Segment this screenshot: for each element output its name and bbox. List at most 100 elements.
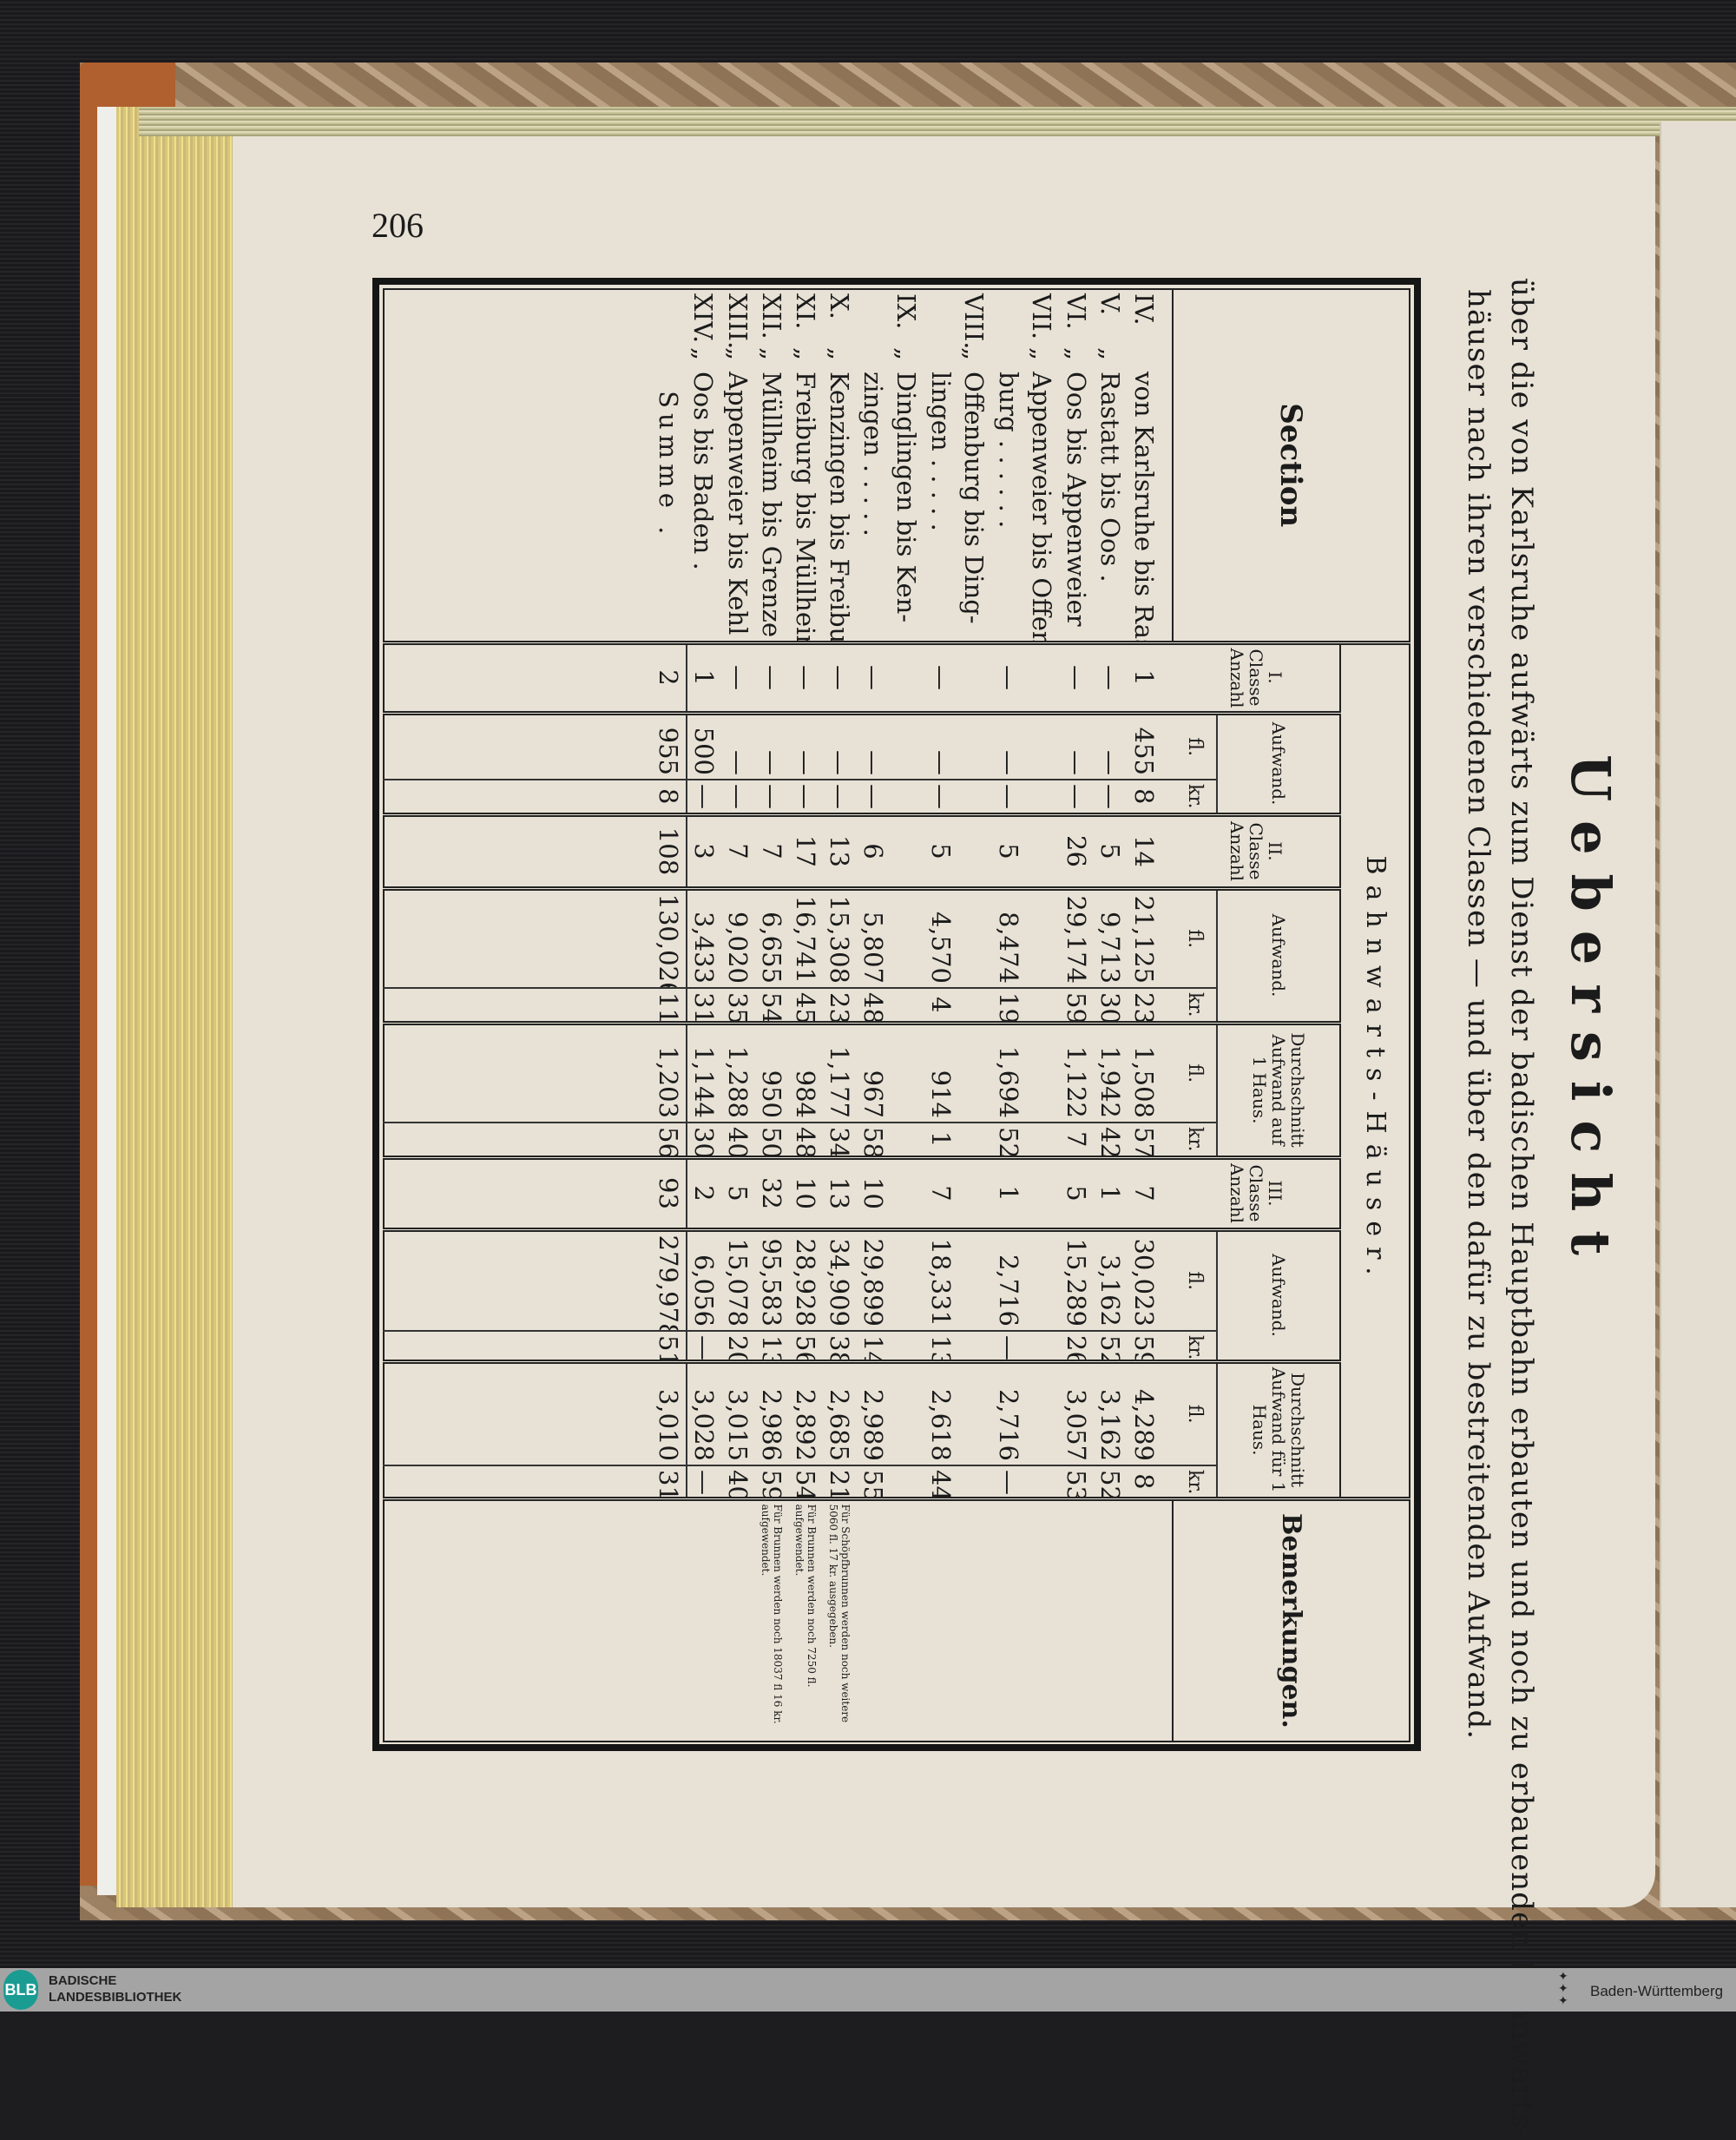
- cell-ii-kr: 45: [789, 988, 823, 1023]
- section-cell: IX. „ Dinglingen bis Ken-zingen . . . . .: [857, 289, 924, 642]
- header-kr: kr.: [1173, 1465, 1217, 1499]
- cell-ii-kr: 23: [1128, 988, 1161, 1023]
- filler-cell: [384, 1023, 652, 1123]
- cell-ii-kr: 19: [992, 988, 1060, 1023]
- cell-i-anzahl: —: [924, 642, 992, 713]
- cell-ii-anzahl: 6: [857, 814, 924, 888]
- cell-i-anzahl: —: [1094, 642, 1128, 713]
- filler-cell: [384, 1123, 652, 1157]
- cell-iii-kr: 14: [857, 1331, 924, 1361]
- cell-iii-avg-kr: 59: [755, 1465, 789, 1499]
- section-numeral: XII.: [757, 293, 786, 339]
- filler-cell: [384, 888, 652, 988]
- cell-ii-kr: 23: [823, 988, 857, 1023]
- blb-logo[interactable]: BLB: [3, 1970, 38, 2010]
- filler-cell: [384, 642, 652, 713]
- header-kr: kr.: [1173, 1331, 1217, 1361]
- cell-ii-avg-fl: 914: [924, 1023, 992, 1123]
- cell-i-anzahl: —: [721, 642, 755, 713]
- remark-cell: Für Brunnen werden noch 18037 fl 16 kr. …: [755, 1498, 789, 1742]
- cell-i-anzahl: —: [1060, 642, 1094, 713]
- cell-iii-kr: 59: [1128, 1331, 1161, 1361]
- cell-i-kr: —: [789, 780, 823, 814]
- cell-iii-avg-fl: 3,028: [687, 1361, 721, 1465]
- cell-ii-avg-fl: 1,177: [823, 1023, 857, 1123]
- section-numeral: XI.: [791, 293, 820, 330]
- spacer-cell: [1161, 888, 1173, 988]
- cell-iii-kr: 13: [755, 1331, 789, 1361]
- cell-iii-avg-fl: 3,057: [1060, 1361, 1094, 1465]
- total-iii-avg-kr: 31: [652, 1465, 687, 1499]
- cell-i-fl: 455: [1128, 713, 1161, 780]
- cell-ii-avg-kr: 34: [823, 1123, 857, 1157]
- cell-ii-avg-kr: 7: [1060, 1123, 1094, 1157]
- table-row: VI.„Oos bis Appenweier — — —26 29,174 59 1,122…: [1060, 289, 1094, 1742]
- header-fl: fl.: [1173, 713, 1217, 780]
- cell-ii-anzahl: 7: [721, 814, 755, 888]
- cell-i-fl: —: [1094, 713, 1128, 780]
- section-line-2: burg . . . . . .: [992, 293, 1025, 637]
- header-section: Section: [1173, 289, 1410, 642]
- table-frame: Section Bahnwarts-Häuser. Bemerkungen. I…: [372, 278, 1421, 1751]
- cell-ii-fl: 3,433: [687, 888, 721, 988]
- header-fl: fl.: [1173, 1229, 1217, 1331]
- section-name: Rastatt bis Oos .: [1095, 372, 1125, 583]
- cell-ii-kr: 48: [857, 988, 924, 1023]
- table-row: IX. „ Dinglingen bis Ken-zingen . . . . . —…: [857, 289, 924, 1742]
- header-remarks: Bemerkungen.: [1173, 1498, 1410, 1742]
- library-name[interactable]: BADISCHE LANDESBIBLIOTHEK: [49, 1972, 181, 2005]
- cell-i-kr: 8: [1128, 780, 1161, 814]
- cell-iii-fl: 30,023: [1128, 1229, 1161, 1331]
- cell-iii-avg-fl: 2,986: [755, 1361, 789, 1465]
- cell-ii-kr: 35: [721, 988, 755, 1023]
- section-name-continued: burg . . . . . .: [994, 372, 1023, 529]
- total-ii-kr: 11: [652, 988, 687, 1023]
- cell-ii-anzahl: 5: [1094, 814, 1128, 888]
- table-row: IV.von Karlsruhe bis Rastatt 1 455 8 14 21,12…: [1128, 289, 1161, 1742]
- spacer-cell: [1161, 814, 1173, 888]
- cell-i-anzahl: —: [857, 642, 924, 713]
- cell-ii-fl: 9,020: [721, 888, 755, 988]
- cell-iii-kr: 38: [823, 1331, 857, 1361]
- cell-i-fl: —: [755, 713, 789, 780]
- spacer-cell: [1161, 1498, 1173, 1742]
- cell-iii-avg-kr: 44: [924, 1465, 992, 1499]
- cell-iii-anzahl: 10: [789, 1157, 823, 1229]
- section-cell: VII. „ Appenweier bis Offen-burg . . . . .…: [992, 289, 1060, 642]
- cell-iii-anzahl: 1: [1094, 1157, 1128, 1229]
- filler-cell: [384, 1157, 652, 1229]
- cell-i-fl: 500: [687, 713, 721, 780]
- section-line-1: VI. „ Oos bis Appenweier: [1060, 293, 1093, 637]
- cell-i-fl: —: [721, 713, 755, 780]
- cell-i-fl: —: [789, 713, 823, 780]
- state-name[interactable]: Baden-Württemberg: [1590, 1983, 1724, 1999]
- section-cell: V. „ Rastatt bis Oos .: [1094, 289, 1128, 642]
- cell-iii-avg-fl: 3,015: [721, 1361, 755, 1465]
- cell-iii-kr: 13: [924, 1331, 992, 1361]
- spacer-cell: [1161, 642, 1173, 713]
- spacer-row: [1161, 289, 1173, 1742]
- cell-ii-kr: 54: [755, 988, 789, 1023]
- spacer-cell: [1161, 1229, 1173, 1331]
- section-name: von Karlsruhe bis Rastatt: [1129, 372, 1159, 642]
- header-fl: fl.: [1173, 1361, 1217, 1465]
- section-line-1: VII. „ Appenweier bis Offen-: [1025, 293, 1058, 642]
- cell-i-anzahl: 1: [687, 642, 721, 713]
- cell-iii-anzahl: 1: [992, 1157, 1060, 1229]
- cell-iii-kr: —: [992, 1331, 1060, 1361]
- remark-cell: [1094, 1498, 1128, 1742]
- cell-iii-fl: 15,289: [1060, 1229, 1094, 1331]
- cell-i-fl: —: [1060, 713, 1094, 780]
- cell-iii-avg-fl: 2,892: [789, 1361, 823, 1465]
- section-name: Freiburg bis Müllheim: [791, 372, 820, 642]
- section-numeral: X.: [825, 293, 854, 319]
- cell-iii-fl: 18,331: [924, 1229, 992, 1331]
- section-cell: XIV. „ Oos bis Baden .: [687, 289, 721, 642]
- filler-cell: [384, 1498, 652, 1742]
- cell-iii-avg-fl: 4,289: [1128, 1361, 1161, 1465]
- section-numeral: IX.: [891, 293, 921, 330]
- cell-ii-fl: 21,125: [1128, 888, 1161, 988]
- cell-iii-avg-kr: 8: [1128, 1465, 1161, 1499]
- cell-iii-avg-fl: 2,685: [823, 1361, 857, 1465]
- cell-i-kr: —: [1094, 780, 1128, 814]
